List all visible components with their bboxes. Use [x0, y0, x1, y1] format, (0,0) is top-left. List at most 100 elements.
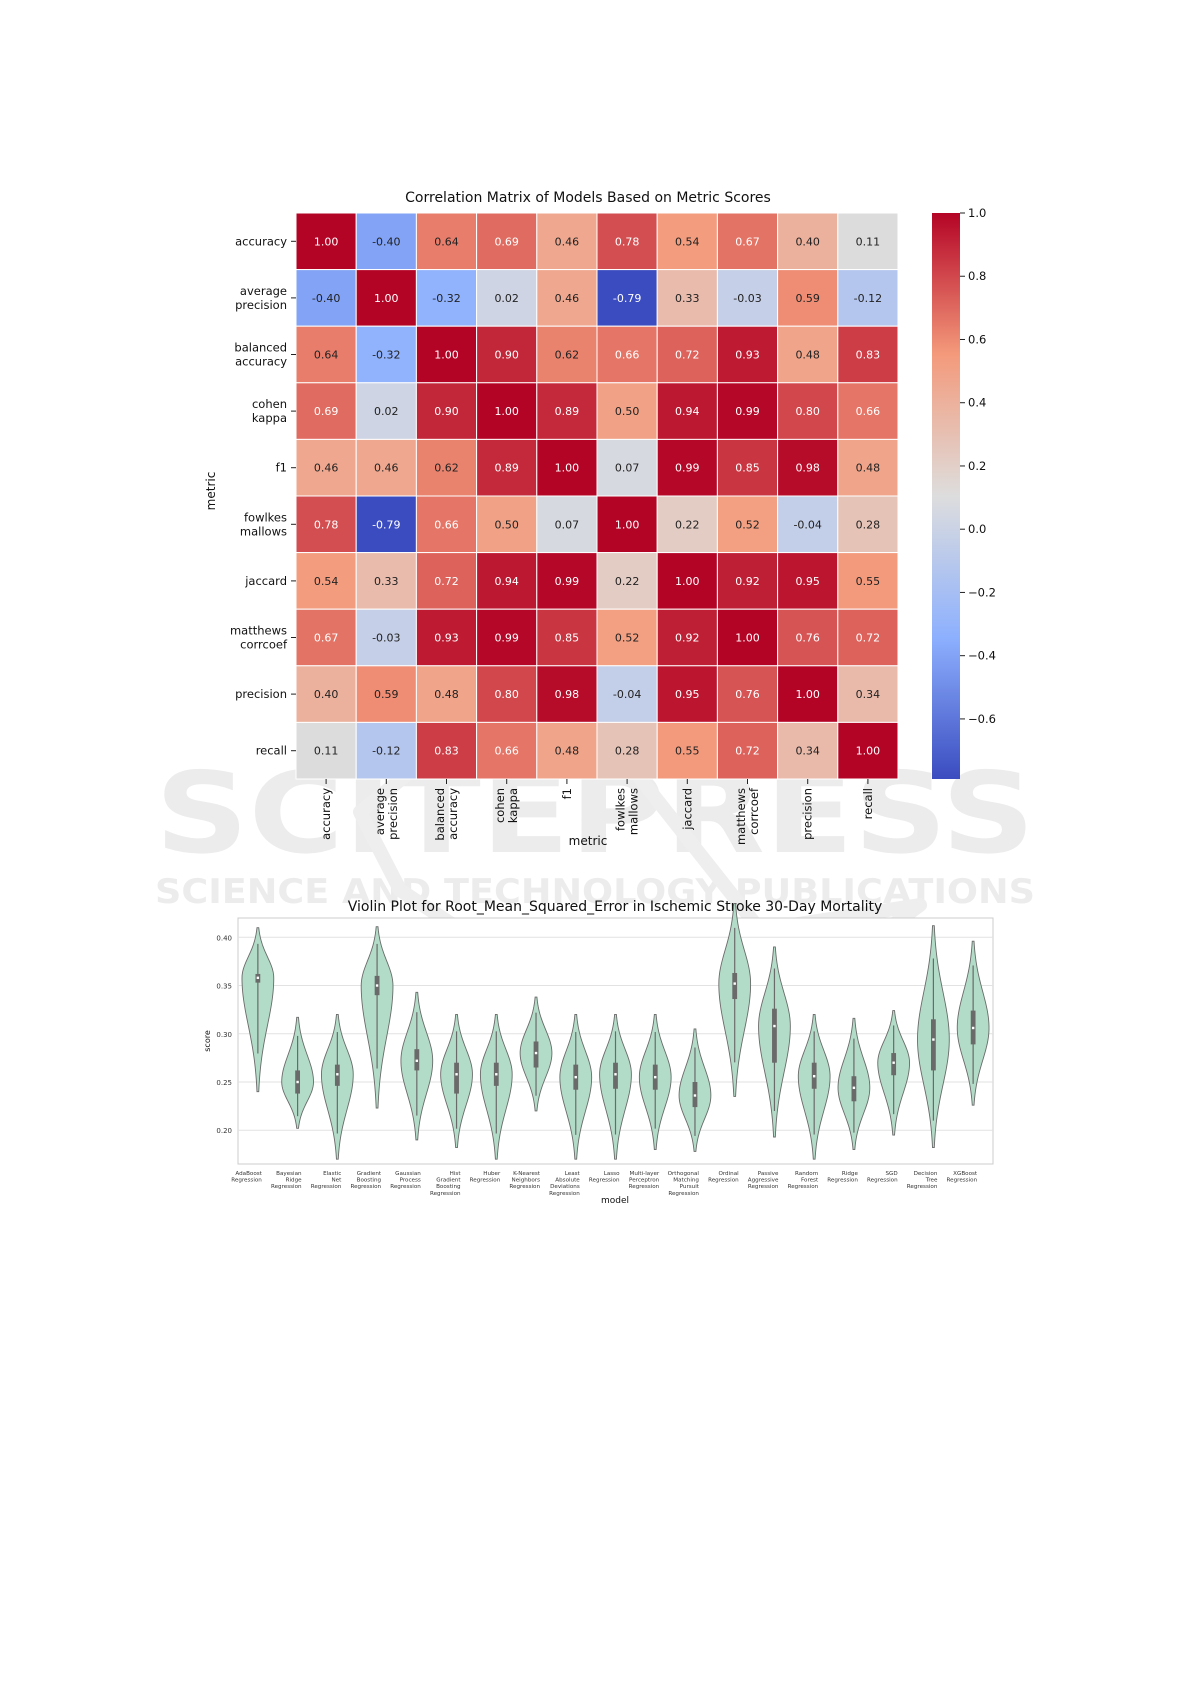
- heatmap-cell-value: 0.72: [675, 349, 700, 362]
- violin-median-marker: [852, 1086, 856, 1089]
- violin-iqr-box: [613, 1062, 618, 1089]
- heatmap-cell-value: 0.59: [795, 292, 820, 305]
- heatmap-cell-value: 0.67: [735, 235, 760, 248]
- violin-iqr-box: [732, 972, 738, 1000]
- heatmap-cell-value: 0.99: [675, 462, 700, 475]
- heatmap-cell-value: -0.40: [372, 235, 400, 248]
- heatmap-cell: [355, 495, 417, 554]
- heatmap-cell-value: 0.66: [856, 405, 881, 418]
- colorbar-tick-label: 0.0: [968, 522, 986, 536]
- heatmap-cell-value: 0.48: [555, 745, 580, 758]
- heatmap-cell-value: 0.46: [314, 462, 339, 475]
- heatmap-cell-value: 0.34: [795, 745, 820, 758]
- heatmap-cell-value: 0.28: [615, 745, 640, 758]
- violin-x-tick-label: SGD Regression: [867, 1171, 898, 1184]
- heatmap-cell: [656, 608, 718, 667]
- violin-median-marker: [256, 976, 260, 980]
- heatmap-cell-value: 0.11: [856, 235, 881, 248]
- colorbar-tick-label: −0.2: [968, 585, 996, 599]
- heatmap-cell-value: 0.11: [314, 745, 339, 758]
- heatmap-cell: [415, 721, 478, 780]
- heatmap-cell: [777, 382, 839, 440]
- heatmap-cell-value: 1.00: [555, 462, 580, 475]
- heatmap-cell: [777, 495, 839, 554]
- violin-median-marker: [733, 982, 736, 985]
- heatmap-cell: [536, 552, 598, 610]
- heatmap-cell: [656, 382, 718, 440]
- heatmap-x-tick-label: accuracy: [319, 788, 333, 840]
- colorbar-tick-label: −0.6: [968, 712, 996, 726]
- heatmap-cell-value: 1.00: [735, 632, 760, 645]
- heatmap-cell: [355, 438, 417, 497]
- heatmap-cell-value: 0.59: [374, 688, 399, 701]
- heatmap-y-tick-label: accuracy: [235, 234, 287, 248]
- heatmap-cell-value: 0.50: [494, 518, 519, 531]
- heatmap-cell: [355, 269, 417, 327]
- heatmap-cell: [837, 608, 899, 667]
- heatmap-cell: [656, 269, 718, 327]
- heatmap-cell-value: 0.85: [555, 632, 580, 645]
- heatmap-cell-value: -0.03: [372, 632, 400, 645]
- heatmap-cell-value: 0.76: [795, 632, 820, 645]
- violin-median-marker: [654, 1075, 657, 1079]
- heatmap-cell-value: 0.90: [434, 405, 459, 418]
- heatmap-x-tick-label: averageprecision: [373, 788, 400, 840]
- heatmap-cell: [656, 721, 718, 780]
- heatmap-cell-value: 0.67: [314, 632, 339, 645]
- heatmap-cell: [415, 269, 478, 327]
- heatmap-cell: [837, 325, 899, 384]
- violin-median-marker: [534, 1051, 538, 1055]
- heatmap-cell-value: 0.80: [494, 688, 519, 701]
- heatmap-cell: [536, 269, 598, 327]
- heatmap-cell: [536, 212, 598, 271]
- heatmap-cell: [837, 721, 899, 780]
- violin-median-marker: [614, 1073, 617, 1076]
- heatmap-cell-value: 0.69: [494, 235, 519, 248]
- heatmap-y-tick-label: f1: [276, 461, 287, 475]
- heatmap-cell: [536, 721, 598, 780]
- heatmap-cell-value: 0.78: [615, 235, 640, 248]
- violin-title: Violin Plot for Root_Mean_Squared_Error …: [348, 899, 883, 915]
- heatmap-cell-value: 0.90: [494, 349, 519, 362]
- heatmap-cell-value: 0.46: [374, 462, 399, 475]
- heatmap-cell: [295, 325, 357, 384]
- heatmap-cell-value: 0.46: [555, 292, 580, 305]
- heatmap-cell: [476, 608, 538, 667]
- heatmap-cell: [476, 721, 538, 780]
- violin-x-tick-label: Ordinal Regression: [708, 1171, 739, 1184]
- heatmap-cell: [596, 721, 658, 780]
- heatmap-cell-value: 0.55: [856, 575, 881, 588]
- heatmap-cell: [355, 665, 417, 723]
- violin-x-tick-label: Hist Gradient Boosting Regression: [430, 1171, 461, 1197]
- heatmap-cell-value: 0.34: [856, 688, 881, 701]
- heatmap-cell: [476, 382, 538, 440]
- svg-text:precision: precision: [801, 788, 815, 840]
- heatmap-cell-value: 0.95: [675, 688, 700, 701]
- svg-text:cohenkappa: cohenkappa: [493, 788, 520, 823]
- heatmap-cell: [295, 608, 357, 667]
- heatmap-cell: [837, 665, 899, 723]
- heatmap-cell: [295, 438, 357, 497]
- heatmap-cell-value: -0.03: [733, 292, 761, 305]
- heatmap-cell: [476, 552, 538, 610]
- colorbar-tick-label: 0.4: [968, 396, 986, 410]
- violin-x-tick-label: Orthogonal Matching Pursuit Regression: [668, 1171, 700, 1197]
- heatmap-cell-value: 0.22: [675, 518, 700, 531]
- heatmap-cell-value: -0.12: [854, 292, 882, 305]
- heatmap-xlabel: metric: [569, 834, 608, 848]
- heatmap-cell-value: 0.95: [795, 575, 820, 588]
- heatmap-x-tick-label: fowlkesmallows: [614, 788, 641, 835]
- heatmap-cell-value: 0.54: [314, 575, 339, 588]
- heatmap-cell: [476, 212, 538, 271]
- heatmap-cell-value: -0.79: [613, 292, 641, 305]
- heatmap-cell-value: 0.28: [856, 518, 881, 531]
- heatmap-cell-value: 0.72: [434, 575, 459, 588]
- heatmap-cell-value: 0.07: [555, 518, 580, 531]
- heatmap-cell-value: 0.40: [795, 235, 820, 248]
- heatmap-cell: [355, 382, 417, 440]
- heatmap-cell-value: 0.54: [675, 235, 700, 248]
- violin-bodies: [241, 903, 990, 1160]
- heatmap-cell-value: 0.98: [555, 688, 580, 701]
- violin-iqr-box: [533, 1041, 539, 1068]
